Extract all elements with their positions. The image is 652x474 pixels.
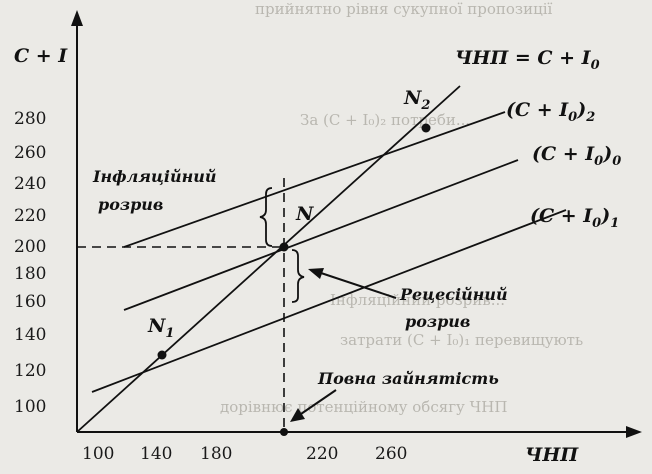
label-mid-text: (C + I xyxy=(532,143,595,165)
point-n xyxy=(279,242,289,252)
line-ci0-1 xyxy=(91,209,567,393)
y-tick-label: 120 xyxy=(14,361,46,381)
label-line-ci0-0: (C + I0)0 xyxy=(532,143,621,169)
line-ci0-2 xyxy=(123,111,506,248)
label-upper-sub: 0 xyxy=(568,110,577,125)
x-axis-label: ЧНП xyxy=(525,444,579,466)
y-tick-label: 160 xyxy=(14,292,46,312)
svg-text:затрати (C + I₀)₁ перевищують: затрати (C + I₀)₁ перевищують xyxy=(340,331,583,349)
full-employment-label: Повна зайнятість xyxy=(317,369,499,388)
label-line-45-text: ЧНП = C + I xyxy=(455,47,592,69)
label-n2: N2 xyxy=(403,87,430,113)
recession-pointer xyxy=(317,271,397,299)
y-axis-arrow-icon xyxy=(71,10,83,26)
label-line-45: ЧНП = C + I0 xyxy=(455,47,600,73)
svg-text:дорівнює потенційному обсягу Ч: дорівнює потенційному обсягу ЧНП xyxy=(220,398,507,416)
y-tick-label: 260 xyxy=(14,143,46,163)
label-mid-sub: 0 xyxy=(594,154,603,169)
line-ci0-0 xyxy=(123,159,519,311)
label-upper-sub2: 2 xyxy=(585,110,595,125)
x-tick-label: 100 xyxy=(82,444,114,464)
point-n1 xyxy=(157,350,167,360)
inflation-gap-label-2: розрив xyxy=(98,195,163,214)
label-n1-sub: 1 xyxy=(165,326,174,341)
full-employment-pointer xyxy=(297,389,337,417)
recession-gap-label-2: розрив xyxy=(405,312,470,331)
x-tick-label: 140 xyxy=(140,444,172,464)
x-tick-label: 220 xyxy=(306,444,338,464)
y-tick-label: 280 xyxy=(14,109,46,129)
point-full-employment xyxy=(280,428,288,436)
svg-text:прийнятно рівня сукупної пропо: прийнятно рівня сукупної пропозиції xyxy=(255,0,553,18)
y-tick-label: 220 xyxy=(14,206,46,226)
label-low-text: (C + I xyxy=(530,205,593,227)
label-n1: N1 xyxy=(147,315,174,341)
label-line-ci0-2: (C + I0)2 xyxy=(506,99,595,125)
label-n2-text: N xyxy=(403,87,422,109)
label-n: N xyxy=(295,203,314,225)
label-n1-text: N xyxy=(147,315,166,337)
label-line-ci0-1: (C + I0)1 xyxy=(530,205,619,231)
y-tick-label: 140 xyxy=(14,325,46,345)
y-axis-label: C + I xyxy=(14,45,68,67)
inflation-gap-label-1: Інфляційний xyxy=(92,167,217,186)
y-tick-label: 180 xyxy=(14,264,46,284)
point-n2 xyxy=(421,123,431,133)
y-tick-label: 240 xyxy=(14,174,46,194)
y-ticks: 100 120 140 160 180 200 220 240 260 280 xyxy=(14,109,46,417)
svg-text:Інфляційний розрив...: Інфляційний розрив... xyxy=(330,291,505,309)
x-tick-label: 180 xyxy=(200,444,232,464)
label-line-45-sub: 0 xyxy=(591,58,600,73)
y-tick-label: 200 xyxy=(14,237,46,257)
line-45-degree xyxy=(76,85,461,433)
recession-pointer-arrow-icon xyxy=(308,268,324,279)
label-mid-sub2: 0 xyxy=(612,154,621,169)
svg-text:За (C + I₀)₂ потреби...: За (C + I₀)₂ потреби... xyxy=(300,111,470,129)
x-axis-arrow-icon xyxy=(626,426,642,438)
label-low-sub2: 1 xyxy=(610,216,619,231)
recession-gap-brace xyxy=(291,249,305,303)
label-low-sub: 0 xyxy=(592,216,601,231)
label-upper-text: (C + I xyxy=(506,99,569,121)
full-employment-pointer-arrow-icon xyxy=(290,408,305,422)
inflation-gap-brace xyxy=(259,187,273,247)
label-n2-sub: 2 xyxy=(420,98,430,113)
recession-gap-label-1: Рецесійний xyxy=(399,285,508,304)
y-tick-label: 100 xyxy=(14,397,46,417)
x-ticks: 100 140 180 220 260 xyxy=(82,444,407,464)
x-tick-label: 260 xyxy=(375,444,407,464)
